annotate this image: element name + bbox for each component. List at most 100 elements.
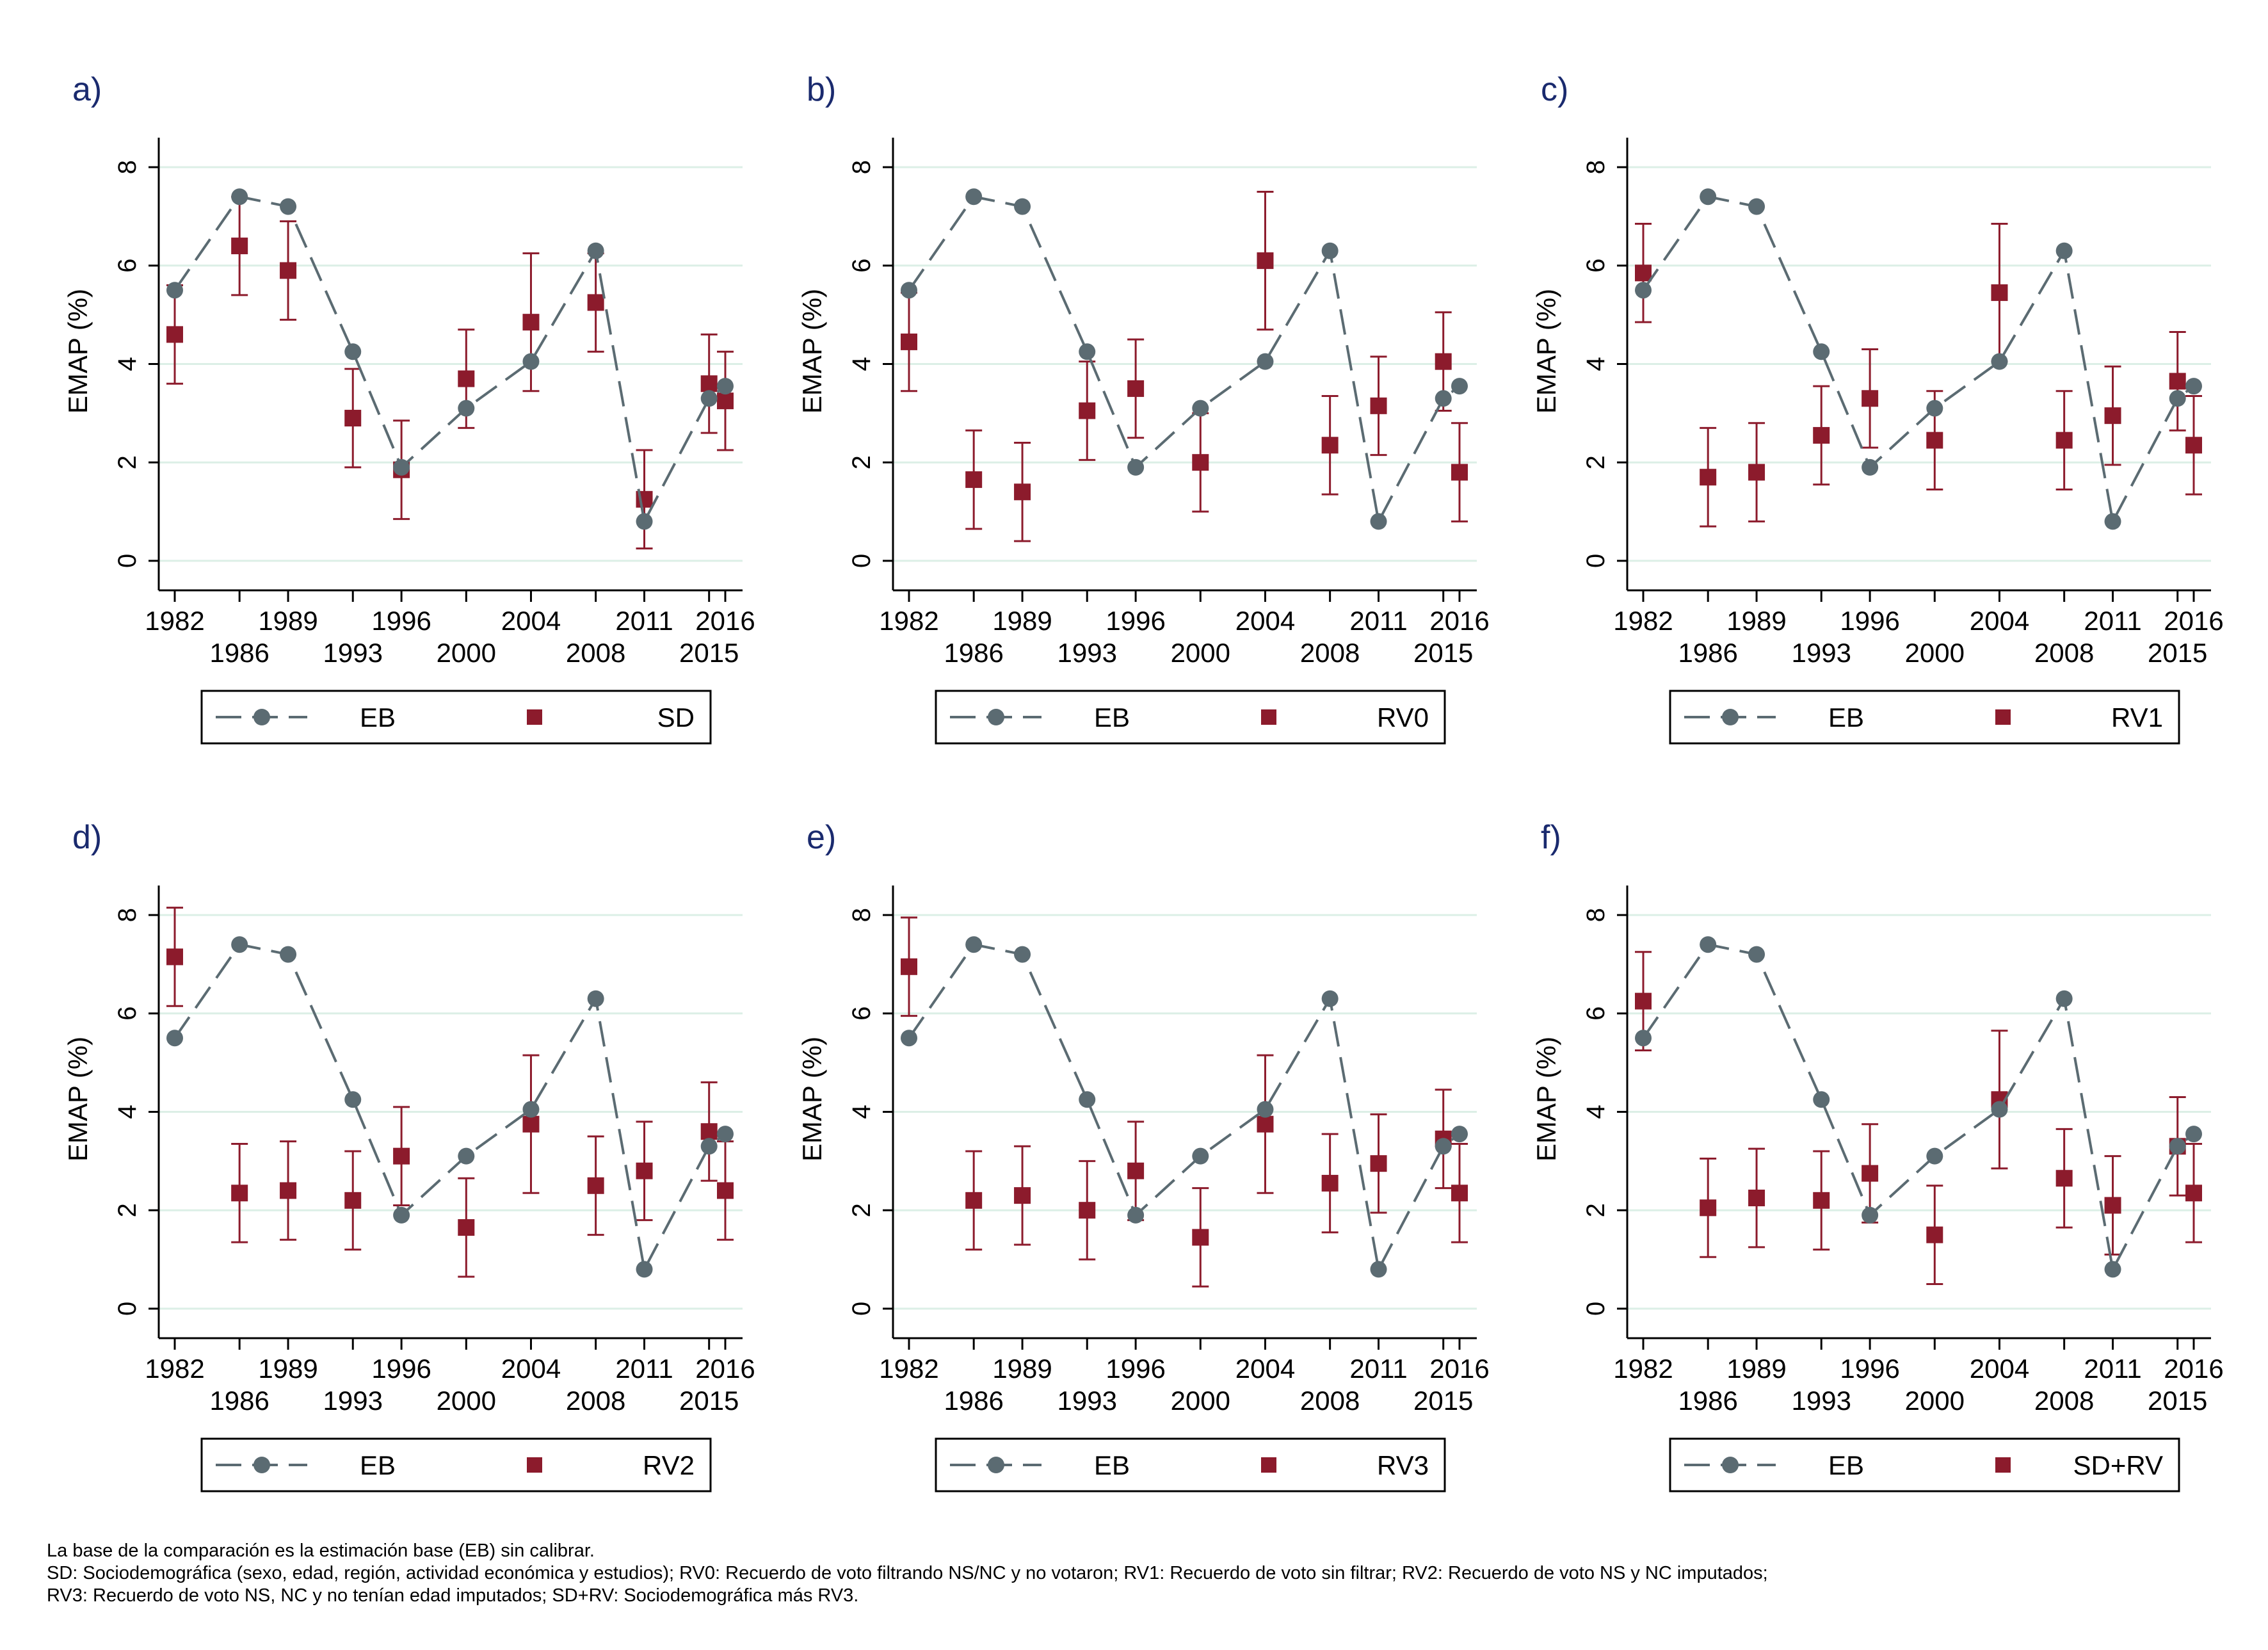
square-marker bbox=[2185, 1185, 2202, 1202]
x-tick-label: 2011 bbox=[2084, 606, 2141, 636]
x-tick-label: 2008 bbox=[2034, 638, 2094, 668]
eb-point bbox=[717, 378, 734, 395]
eb-point bbox=[1991, 353, 2008, 370]
legend: EB SD bbox=[200, 690, 712, 745]
y-tick-label: 8 bbox=[113, 908, 141, 922]
legend-eb-marker bbox=[988, 709, 1004, 725]
square-marker bbox=[1813, 1192, 1830, 1209]
square-marker bbox=[1370, 397, 1387, 414]
legend-eb-marker bbox=[253, 1457, 270, 1473]
x-tick-label: 2008 bbox=[1300, 638, 1360, 668]
square-marker bbox=[2169, 373, 2186, 390]
legend-box bbox=[200, 1437, 712, 1492]
eb-point bbox=[2185, 1126, 2202, 1143]
eb-point bbox=[2055, 242, 2073, 259]
square-marker bbox=[231, 1185, 248, 1202]
note-line-3: RV3: Recuerdo de voto NS, NC y no tenían… bbox=[47, 1585, 859, 1606]
square-marker bbox=[1451, 1185, 1468, 1202]
eb-point bbox=[587, 242, 604, 259]
x-tick-label: 2000 bbox=[1905, 638, 1965, 668]
eb-point bbox=[965, 936, 983, 953]
legend-eb-label: EB bbox=[1094, 1450, 1130, 1480]
eb-point bbox=[717, 1126, 734, 1143]
eb-point bbox=[2169, 1138, 2186, 1155]
square-marker bbox=[1321, 437, 1339, 454]
legend-series-label: RV1 bbox=[2111, 702, 2163, 732]
square-marker bbox=[522, 1115, 540, 1133]
square-marker bbox=[965, 1192, 983, 1209]
y-axis-label: EMAP (%) bbox=[1531, 1037, 1561, 1161]
eb-point bbox=[901, 1030, 917, 1047]
y-tick-label: 8 bbox=[113, 160, 141, 174]
square-marker bbox=[344, 410, 362, 427]
x-tick-label: 1986 bbox=[1678, 638, 1737, 668]
eb-point bbox=[393, 1206, 410, 1224]
x-tick-label: 2015 bbox=[1413, 638, 1473, 668]
square-marker bbox=[717, 392, 734, 410]
x-tick-label: 1993 bbox=[323, 638, 383, 668]
x-tick-label: 2008 bbox=[1300, 1386, 1360, 1416]
square-marker bbox=[1748, 1189, 1765, 1206]
eb-point bbox=[700, 1138, 718, 1155]
square-marker bbox=[587, 1177, 604, 1194]
x-tick-label: 1993 bbox=[1792, 1386, 1851, 1416]
x-tick-label: 2004 bbox=[1235, 606, 1295, 636]
square-marker bbox=[344, 1192, 362, 1209]
eb-point bbox=[522, 353, 540, 370]
legend-series-marker bbox=[1261, 1457, 1276, 1473]
x-tick-label: 1982 bbox=[1613, 606, 1673, 636]
eb-point bbox=[1321, 242, 1339, 259]
legend: EB RV1 bbox=[1669, 690, 2180, 745]
square-marker bbox=[2104, 1197, 2121, 1214]
x-tick-label: 1993 bbox=[1792, 638, 1851, 668]
eb-point bbox=[1451, 1126, 1468, 1143]
square-marker bbox=[1748, 464, 1765, 481]
x-tick-label: 1996 bbox=[1840, 1354, 1899, 1384]
square-marker bbox=[1700, 1199, 1717, 1217]
y-tick-label: 0 bbox=[113, 1302, 141, 1316]
eb-point bbox=[166, 282, 183, 299]
x-tick-label: 2011 bbox=[615, 1354, 673, 1384]
y-tick-label: 8 bbox=[1582, 908, 1610, 922]
y-axis-label: EMAP (%) bbox=[63, 289, 93, 414]
square-marker bbox=[965, 471, 983, 489]
y-tick-label: 0 bbox=[1582, 1302, 1610, 1316]
legend-series-marker bbox=[1995, 709, 2011, 725]
eb-point bbox=[1257, 1101, 1274, 1118]
panel-d: d) 0 2 4 6 8 EMAP (%) 1982 1989 1996 2004 2011 2016 1… bbox=[63, 819, 755, 1492]
x-tick-label: 2011 bbox=[615, 606, 673, 636]
panel-label: f) bbox=[1541, 819, 1561, 856]
x-tick-label: 2004 bbox=[1235, 1354, 1295, 1384]
panel-f: f) 0 2 4 6 8 EMAP (%) 1982 1989 1996 2004 2011 2016 1… bbox=[1531, 819, 2224, 1492]
square-marker bbox=[2055, 432, 2073, 449]
x-tick-label: 1993 bbox=[323, 1386, 383, 1416]
y-tick-label: 6 bbox=[848, 259, 876, 273]
legend-eb-marker bbox=[988, 1457, 1004, 1473]
x-tick-label: 2011 bbox=[2084, 1354, 2141, 1384]
eb-point bbox=[458, 400, 475, 417]
panel-label: c) bbox=[1541, 71, 1568, 108]
legend-series-marker bbox=[1261, 709, 1276, 725]
square-marker bbox=[522, 314, 540, 331]
square-marker bbox=[700, 1123, 718, 1140]
x-tick-label: 2008 bbox=[566, 638, 625, 668]
x-tick-label: 1986 bbox=[944, 1386, 1003, 1416]
square-marker bbox=[280, 1182, 297, 1199]
square-marker bbox=[1014, 1187, 1031, 1204]
legend-box bbox=[935, 1437, 1446, 1492]
legend: EB RV2 bbox=[200, 1437, 712, 1492]
x-tick-label: 2011 bbox=[1349, 606, 1407, 636]
eb-point bbox=[2055, 990, 2073, 1007]
figure-notes: La base de la comparación es la estimaci… bbox=[47, 1540, 2249, 1607]
panel-label: d) bbox=[72, 819, 102, 856]
panel-b: b) 0 2 4 6 8 EMAP (%) 1982 1989 1996 2004 2011 2016 1… bbox=[797, 71, 1490, 745]
eb-point bbox=[1926, 400, 1943, 417]
eb-point bbox=[587, 990, 604, 1007]
x-tick-label: 2016 bbox=[695, 1354, 755, 1384]
y-tick-label: 0 bbox=[1582, 554, 1610, 568]
x-tick-label: 1982 bbox=[145, 1354, 204, 1384]
legend-eb-label: EB bbox=[1094, 702, 1130, 732]
eb-point bbox=[393, 458, 410, 476]
square-marker bbox=[166, 948, 183, 966]
